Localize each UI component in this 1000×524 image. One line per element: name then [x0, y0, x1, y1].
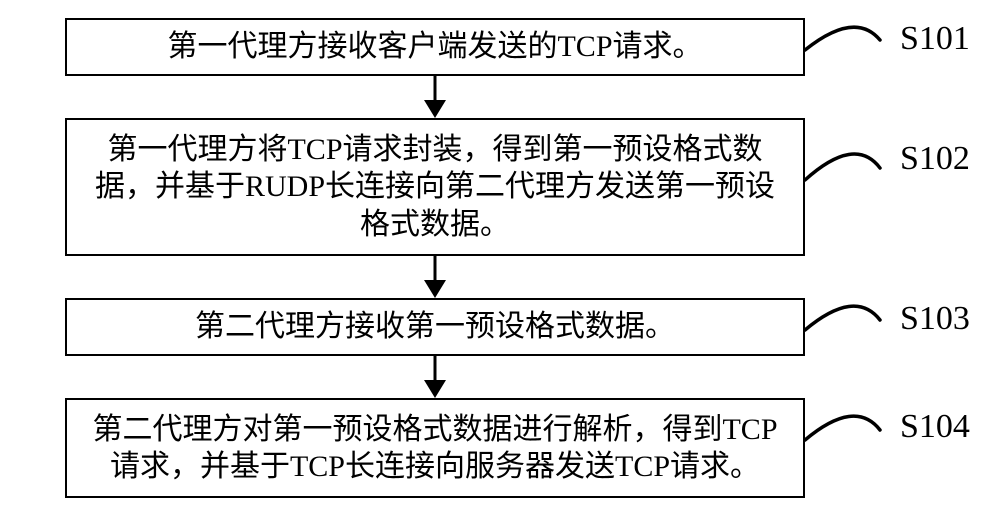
step-box-s101: 第一代理方接收客户端发送的TCP请求。	[65, 18, 805, 76]
step-box-s103: 第二代理方接收第一预设格式数据。	[65, 298, 805, 356]
step-text-s102: 第一代理方将TCP请求封装，得到第一预设格式数据，并基于RUDP长连接向第二代理…	[81, 131, 789, 244]
step-label-s104: S104	[900, 408, 970, 446]
step-label-s103: S103	[900, 300, 970, 338]
step-text-s103: 第二代理方接收第一预设格式数据。	[81, 308, 789, 346]
step-text-s104: 第二代理方对第一预设格式数据进行解析，得到TCP请求，并基于TCP长连接向服务器…	[81, 411, 789, 486]
step-label-s101: S101	[900, 20, 970, 58]
step-box-s104: 第二代理方对第一预设格式数据进行解析，得到TCP请求，并基于TCP长连接向服务器…	[65, 398, 805, 498]
step-label-s102: S102	[900, 140, 970, 178]
flowchart-canvas: 第一代理方接收客户端发送的TCP请求。 S101 第一代理方将TCP请求封装，得…	[0, 0, 1000, 524]
step-text-s101: 第一代理方接收客户端发送的TCP请求。	[81, 28, 789, 66]
step-box-s102: 第一代理方将TCP请求封装，得到第一预设格式数据，并基于RUDP长连接向第二代理…	[65, 118, 805, 256]
